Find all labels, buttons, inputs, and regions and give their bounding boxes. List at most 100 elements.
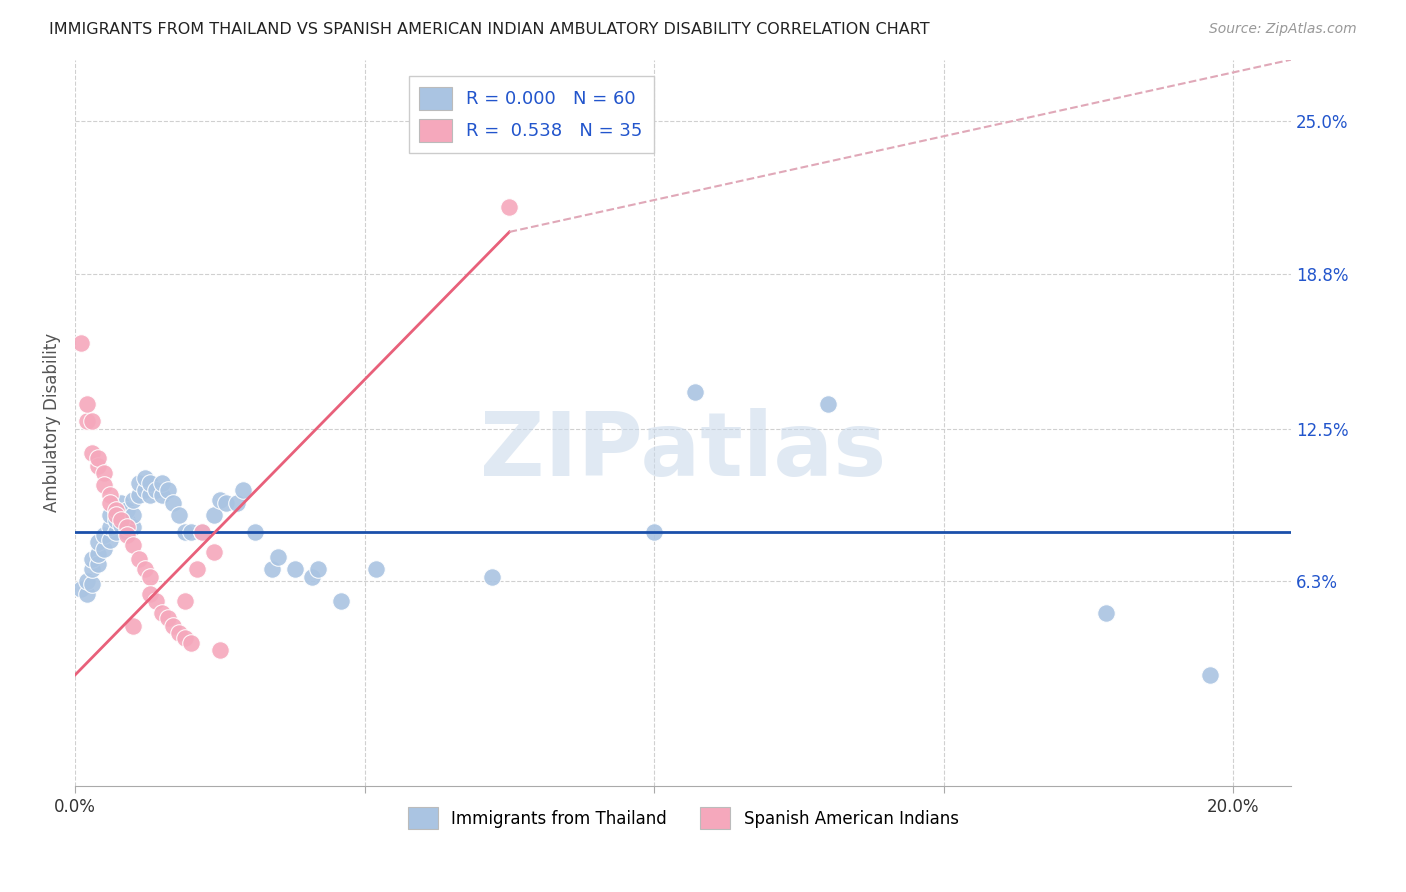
Point xyxy=(498,200,520,214)
Point xyxy=(481,569,503,583)
Point xyxy=(128,552,150,566)
Point xyxy=(1095,607,1118,621)
Point xyxy=(98,496,121,510)
Point xyxy=(122,493,145,508)
Point xyxy=(93,466,115,480)
Point xyxy=(174,594,197,608)
Point xyxy=(174,631,197,645)
Point xyxy=(169,508,191,522)
Point xyxy=(122,537,145,551)
Point xyxy=(134,471,156,485)
Point xyxy=(69,582,91,596)
Point xyxy=(104,525,127,540)
Point xyxy=(169,626,191,640)
Text: ZIPatlas: ZIPatlas xyxy=(479,409,886,495)
Point xyxy=(110,517,132,532)
Point xyxy=(202,508,225,522)
Point xyxy=(139,587,162,601)
Point xyxy=(76,414,98,428)
Point xyxy=(76,587,98,601)
Point xyxy=(128,475,150,490)
Point xyxy=(162,496,184,510)
Point xyxy=(150,607,173,621)
Point xyxy=(643,525,665,540)
Point xyxy=(180,636,202,650)
Point xyxy=(174,525,197,540)
Point xyxy=(110,508,132,522)
Point xyxy=(87,458,110,473)
Point xyxy=(110,496,132,510)
Point xyxy=(82,552,104,566)
Point xyxy=(208,643,231,657)
Point xyxy=(93,542,115,557)
Point xyxy=(139,488,162,502)
Point xyxy=(145,594,167,608)
Y-axis label: Ambulatory Disability: Ambulatory Disability xyxy=(44,333,60,512)
Point xyxy=(82,562,104,576)
Point xyxy=(82,446,104,460)
Text: Source: ZipAtlas.com: Source: ZipAtlas.com xyxy=(1209,22,1357,37)
Point xyxy=(93,527,115,541)
Point xyxy=(115,503,138,517)
Point xyxy=(76,397,98,411)
Point xyxy=(93,478,115,492)
Point xyxy=(115,527,138,541)
Point xyxy=(145,483,167,498)
Point xyxy=(162,619,184,633)
Point xyxy=(330,594,353,608)
Point xyxy=(202,545,225,559)
Point xyxy=(284,562,307,576)
Point xyxy=(180,525,202,540)
Point xyxy=(243,525,266,540)
Point xyxy=(232,483,254,498)
Point xyxy=(150,475,173,490)
Point xyxy=(82,577,104,591)
Point xyxy=(817,397,839,411)
Point xyxy=(128,488,150,502)
Point xyxy=(104,503,127,517)
Text: IMMIGRANTS FROM THAILAND VS SPANISH AMERICAN INDIAN AMBULATORY DISABILITY CORREL: IMMIGRANTS FROM THAILAND VS SPANISH AMER… xyxy=(49,22,929,37)
Point xyxy=(191,525,214,540)
Point xyxy=(208,493,231,508)
Point xyxy=(301,569,323,583)
Point xyxy=(139,569,162,583)
Point xyxy=(98,508,121,522)
Point xyxy=(260,562,283,576)
Point xyxy=(69,335,91,350)
Point xyxy=(150,488,173,502)
Point xyxy=(115,525,138,540)
Point xyxy=(1199,668,1222,682)
Point xyxy=(115,513,138,527)
Point xyxy=(267,549,290,564)
Point xyxy=(191,525,214,540)
Point xyxy=(87,558,110,572)
Point xyxy=(122,508,145,522)
Point xyxy=(104,508,127,522)
Point xyxy=(76,574,98,589)
Point xyxy=(134,562,156,576)
Point xyxy=(366,562,388,576)
Point xyxy=(122,619,145,633)
Point xyxy=(87,451,110,466)
Point xyxy=(134,483,156,498)
Point xyxy=(307,562,329,576)
Point xyxy=(156,611,179,625)
Point xyxy=(98,520,121,534)
Point xyxy=(139,475,162,490)
Point xyxy=(82,414,104,428)
Point xyxy=(226,496,249,510)
Point xyxy=(683,384,706,399)
Legend: Immigrants from Thailand, Spanish American Indians: Immigrants from Thailand, Spanish Americ… xyxy=(401,801,965,836)
Point xyxy=(98,533,121,547)
Point xyxy=(104,503,127,517)
Point xyxy=(87,548,110,562)
Point xyxy=(87,535,110,549)
Point xyxy=(186,562,208,576)
Point xyxy=(214,496,236,510)
Point xyxy=(156,483,179,498)
Point xyxy=(110,513,132,527)
Point xyxy=(98,488,121,502)
Point xyxy=(104,513,127,527)
Point xyxy=(115,520,138,534)
Point xyxy=(122,520,145,534)
